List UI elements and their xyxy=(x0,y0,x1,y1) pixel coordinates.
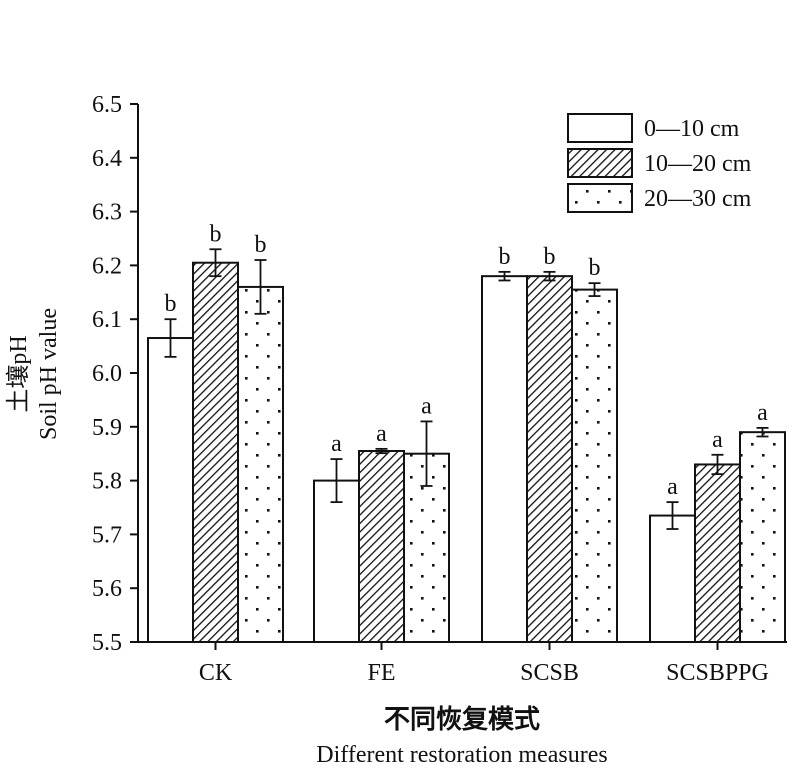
error-bar-ck-series-2 xyxy=(254,259,267,315)
bar-ck-series-1 xyxy=(192,261,239,643)
bar-ck-series-2 xyxy=(237,285,284,643)
sig-label-ck-series-0: b xyxy=(165,291,177,317)
x-tick-label-ck: CK xyxy=(199,660,233,686)
error-bar-scsb-series-1 xyxy=(543,270,556,282)
bar-scsbppg-series-2 xyxy=(739,431,786,643)
sig-label-fe-series-1: a xyxy=(376,421,387,447)
error-bar-ck-series-1 xyxy=(209,248,222,278)
bar-fe-series-1 xyxy=(358,450,405,644)
error-bar-fe-series-1 xyxy=(375,447,388,455)
sig-label-scsb-series-2: b xyxy=(589,255,601,281)
y-tick-label-8: 6.3 xyxy=(92,200,122,226)
sig-label-ck-series-2: b xyxy=(255,232,267,258)
bar-scsbppg-series-1 xyxy=(694,463,741,643)
legend-label-20-30cm: 20—30 cm xyxy=(644,186,752,212)
legend: 0—10 cm 10—20 cm 20—30 cm xyxy=(567,113,752,213)
sig-label-scsbppg-series-1: a xyxy=(712,427,723,453)
error-bar-scsbppg-series-2 xyxy=(756,426,769,438)
bar-scsb-series-1 xyxy=(526,275,573,643)
y-axis-label-en: Soil pH value xyxy=(36,308,62,440)
sig-label-scsb-series-1: b xyxy=(544,244,556,270)
bar-scsbppg-series-0 xyxy=(649,514,696,644)
bar-scsb-series-0 xyxy=(481,275,528,643)
bar-scsb-series-2 xyxy=(571,288,618,643)
y-tick-label-0: 5.5 xyxy=(92,630,122,656)
legend-label-0-10cm: 0—10 cm xyxy=(644,116,740,142)
legend-swatch-10-20cm xyxy=(567,148,633,178)
y-tick-label-3: 5.8 xyxy=(92,469,122,495)
error-bar-fe-series-0 xyxy=(330,458,343,504)
y-tick-label-10: 6.5 xyxy=(92,92,122,118)
sig-label-ck-series-1: b xyxy=(210,221,222,247)
sig-label-scsbppg-series-2: a xyxy=(757,400,768,426)
y-tick-label-7: 6.2 xyxy=(92,253,122,279)
y-tick-label-6: 6.1 xyxy=(92,307,122,333)
x-tick-label-fe: FE xyxy=(367,660,395,686)
sig-label-scsb-series-0: b xyxy=(499,244,511,270)
bar-ck-series-0 xyxy=(147,337,194,643)
x-axis-label-en: Different restoration measures xyxy=(316,742,607,768)
error-bar-scsbppg-series-1 xyxy=(711,453,724,476)
legend-swatch-0-10cm xyxy=(567,113,633,143)
x-axis-label-cn: 不同恢复模式 xyxy=(384,705,540,734)
y-tick-label-1: 5.6 xyxy=(92,576,122,602)
bar-fe-series-0 xyxy=(313,479,360,643)
y-tick-label-4: 5.9 xyxy=(92,415,122,441)
sig-label-fe-series-2: a xyxy=(421,393,432,419)
x-tick-label-scsbppg: SCSBPPG xyxy=(666,660,769,686)
error-bar-ck-series-0 xyxy=(164,318,177,358)
error-bar-scsb-series-0 xyxy=(498,270,511,282)
sig-label-fe-series-0: a xyxy=(331,431,342,457)
y-tick-label-9: 6.4 xyxy=(92,146,122,172)
sig-label-scsbppg-series-0: a xyxy=(667,474,678,500)
y-tick-label-5: 6.0 xyxy=(92,361,122,387)
legend-label-10-20cm: 10—20 cm xyxy=(644,151,752,177)
y-tick-label-2: 5.7 xyxy=(92,522,122,548)
y-axis-label-cn: 土壤pH xyxy=(5,335,32,412)
error-bar-scsbppg-series-0 xyxy=(666,501,679,530)
x-tick-label-scsb: SCSB xyxy=(520,660,579,686)
legend-swatch-20-30cm xyxy=(567,183,633,213)
error-bar-fe-series-2 xyxy=(420,420,433,487)
error-bar-scsb-series-2 xyxy=(588,282,601,297)
